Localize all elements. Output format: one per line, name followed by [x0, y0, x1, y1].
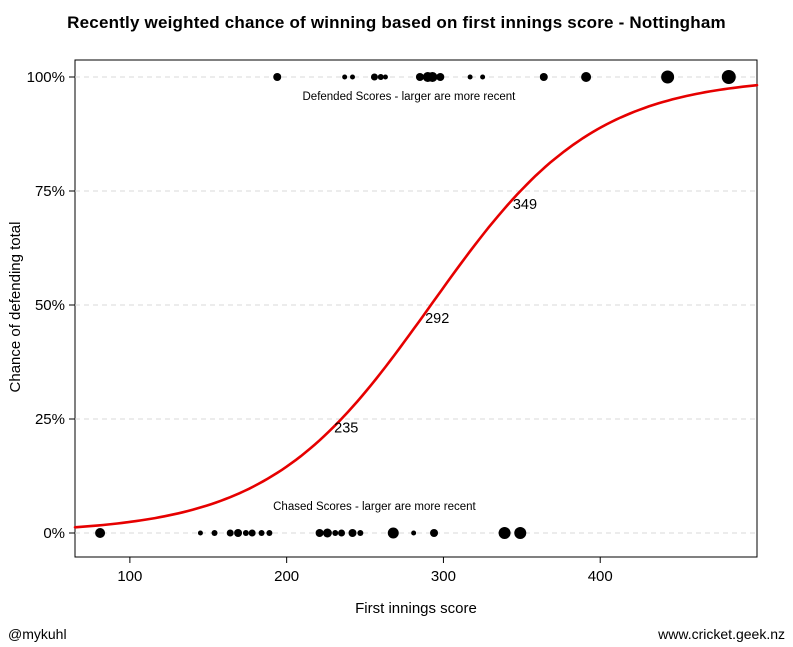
- data-point-chased: [242, 530, 249, 536]
- data-point-chased: [315, 529, 324, 537]
- curve-annotation: 235: [334, 421, 358, 437]
- data-point-chased: [387, 527, 399, 539]
- data-point-defended: [721, 70, 736, 84]
- data-point-chased: [332, 530, 339, 536]
- data-point-defended: [377, 74, 384, 80]
- data-point-defended: [382, 74, 388, 80]
- y-tick-label: 0%: [43, 525, 65, 542]
- data-point-chased: [95, 528, 106, 538]
- data-point-defended: [415, 73, 424, 81]
- data-point-chased: [226, 529, 234, 537]
- data-point-chased: [348, 529, 357, 537]
- data-point-defended: [661, 70, 675, 84]
- y-tick-label: 25%: [35, 411, 65, 428]
- data-point-chased: [322, 528, 332, 538]
- y-tick-label: 100%: [27, 69, 65, 86]
- data-point-defended: [539, 73, 548, 81]
- x-tick-label: 200: [274, 568, 299, 585]
- plot-border: [74, 59, 758, 558]
- y-axis-title: Chance of defending total: [7, 222, 24, 393]
- data-point-chased: [248, 529, 256, 537]
- data-point-defended: [350, 74, 356, 80]
- website-url: www.cricket.geek.nz: [658, 626, 785, 642]
- data-point-chased: [498, 527, 511, 539]
- author-handle: @mykuhl: [8, 626, 67, 642]
- data-point-chased: [357, 530, 364, 536]
- x-tick-label: 100: [117, 568, 142, 585]
- data-point-chased: [430, 529, 439, 537]
- data-point-defended: [467, 74, 473, 80]
- series-label-defended: Defended Scores - larger are more recent: [303, 91, 517, 103]
- data-point-defended: [427, 72, 438, 82]
- data-point-defended: [581, 72, 592, 82]
- data-point-defended: [436, 73, 445, 81]
- data-point-chased: [211, 530, 218, 536]
- data-point-defended: [273, 73, 282, 81]
- y-tick-label: 75%: [35, 183, 65, 200]
- data-point-defended: [480, 74, 486, 80]
- data-point-chased: [514, 527, 527, 539]
- x-axis-title: First innings score: [355, 600, 477, 617]
- y-tick-label: 50%: [35, 297, 65, 314]
- data-point-defended: [370, 73, 378, 81]
- data-point-chased: [258, 530, 265, 536]
- series-label-chased: Chased Scores - larger are more recent: [273, 501, 476, 513]
- data-point-defended: [342, 74, 348, 80]
- data-point-chased: [411, 530, 417, 536]
- curve-annotation: 292: [425, 311, 449, 327]
- plot-canvas: 0% 25% 50% 75% 100% 100 200 300 400 Defended Scor…: [7, 59, 759, 617]
- data-point-chased: [338, 529, 346, 537]
- data-point-chased: [234, 529, 243, 537]
- chart-title: Recently weighted chance of winning base…: [67, 12, 726, 32]
- data-point-chased: [266, 530, 273, 536]
- logistic-curve: [73, 83, 759, 529]
- curve-annotation: 349: [513, 197, 537, 213]
- x-tick-label: 300: [431, 568, 456, 585]
- plot-generated-layer: 0% 25% 50% 75% 100% 100 200 300 400 Defended Scor…: [27, 59, 759, 585]
- data-point-chased: [197, 530, 203, 536]
- chart-footer: @mykuhl www.cricket.geek.nz: [0, 626, 793, 642]
- x-tick-label: 400: [588, 568, 613, 585]
